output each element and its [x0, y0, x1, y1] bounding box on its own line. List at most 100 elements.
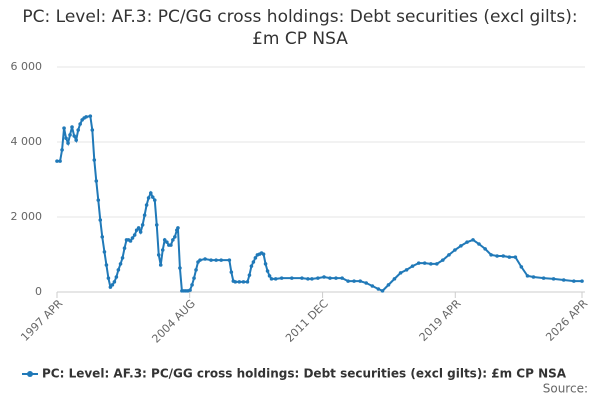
- data-point: [471, 238, 475, 242]
- data-point: [128, 239, 133, 243]
- data-point: [102, 250, 107, 254]
- data-point: [328, 276, 332, 280]
- data-point: [392, 277, 397, 281]
- data-point: [237, 280, 242, 284]
- data-point: [340, 276, 344, 280]
- data-point: [306, 277, 310, 281]
- data-point: [300, 276, 304, 280]
- data-point: [148, 191, 153, 195]
- data-point: [156, 253, 161, 257]
- data-point: [165, 240, 169, 244]
- data-point: [55, 159, 59, 163]
- data-point: [346, 279, 350, 283]
- data-point: [140, 223, 145, 227]
- data-point: [84, 115, 88, 119]
- data-point: [171, 238, 175, 242]
- data-point: [531, 275, 536, 279]
- data-point: [104, 263, 109, 267]
- data-point: [62, 126, 66, 130]
- legend-marker: [27, 371, 33, 377]
- data-point: [98, 218, 103, 222]
- source: Source:: [543, 382, 588, 396]
- data-point: [541, 276, 546, 280]
- data-point: [90, 128, 95, 132]
- data-point: [364, 281, 369, 285]
- data-point: [513, 255, 518, 259]
- data-point: [169, 243, 173, 247]
- chart-title: PC: Level: AF.3: PC/GG cross holdings: D…: [22, 7, 578, 49]
- data-point: [525, 274, 530, 278]
- data-point: [136, 226, 141, 230]
- data-point: [263, 262, 268, 266]
- data-point: [241, 280, 246, 284]
- data-point: [160, 248, 165, 252]
- data-point: [551, 277, 556, 281]
- data-point: [227, 258, 232, 262]
- data-point: [322, 275, 326, 279]
- data-point: [251, 260, 256, 264]
- data-point: [146, 196, 151, 200]
- data-point: [398, 271, 403, 275]
- data-point: [92, 158, 97, 162]
- data-point: [429, 262, 433, 266]
- data-point: [572, 279, 576, 283]
- data-point: [477, 242, 481, 246]
- data-point: [176, 226, 180, 230]
- data-point: [138, 230, 143, 234]
- data-point: [352, 279, 356, 283]
- data-point: [188, 288, 192, 292]
- data-point: [152, 198, 157, 202]
- data-point: [261, 252, 266, 256]
- data-point: [267, 274, 272, 278]
- y-tick-label: 6 000: [11, 60, 43, 73]
- data-point: [269, 277, 274, 281]
- data-point: [376, 287, 381, 291]
- data-point: [190, 283, 194, 287]
- x-tick-label: 2011 DEC: [283, 297, 331, 345]
- y-tick-label: 2 000: [11, 210, 43, 223]
- legend-label: PC: Level: AF.3: PC/GG cross holdings: D…: [42, 367, 567, 381]
- data-point: [64, 136, 68, 141]
- x-tick-label: 1997 APR: [18, 297, 65, 344]
- data-point: [465, 240, 469, 244]
- data-point: [334, 276, 338, 280]
- data-point: [66, 141, 70, 145]
- data-point: [219, 258, 223, 262]
- data-point: [76, 128, 80, 132]
- data-point: [116, 268, 121, 272]
- data-point: [192, 276, 196, 280]
- data-point: [194, 268, 198, 272]
- data-point: [253, 256, 258, 260]
- y-tick-label: 4 000: [11, 135, 43, 148]
- data-point: [519, 265, 524, 269]
- data-point: [279, 276, 284, 280]
- data-point: [173, 235, 177, 239]
- data-point: [489, 253, 493, 257]
- data-point: [110, 283, 115, 287]
- data-point: [404, 268, 409, 272]
- data-point: [150, 195, 155, 199]
- data-point: [70, 125, 74, 129]
- data-point: [507, 255, 512, 259]
- data-point: [416, 261, 421, 265]
- data-point: [158, 263, 163, 267]
- y-tick-label: 0: [35, 285, 42, 298]
- data-point: [245, 280, 250, 284]
- data-point: [162, 238, 167, 242]
- data-point: [561, 278, 566, 282]
- data-point: [290, 276, 294, 280]
- data-point: [112, 280, 117, 284]
- data-point: [358, 279, 363, 283]
- data-point: [435, 262, 439, 266]
- data-point: [120, 256, 125, 260]
- data-point: [72, 134, 76, 138]
- data-point: [118, 262, 123, 266]
- data-point: [74, 138, 78, 142]
- data-point: [422, 261, 427, 265]
- data-point: [410, 264, 415, 268]
- data-point: [501, 254, 506, 258]
- data-point: [60, 148, 64, 152]
- data-point: [100, 235, 105, 239]
